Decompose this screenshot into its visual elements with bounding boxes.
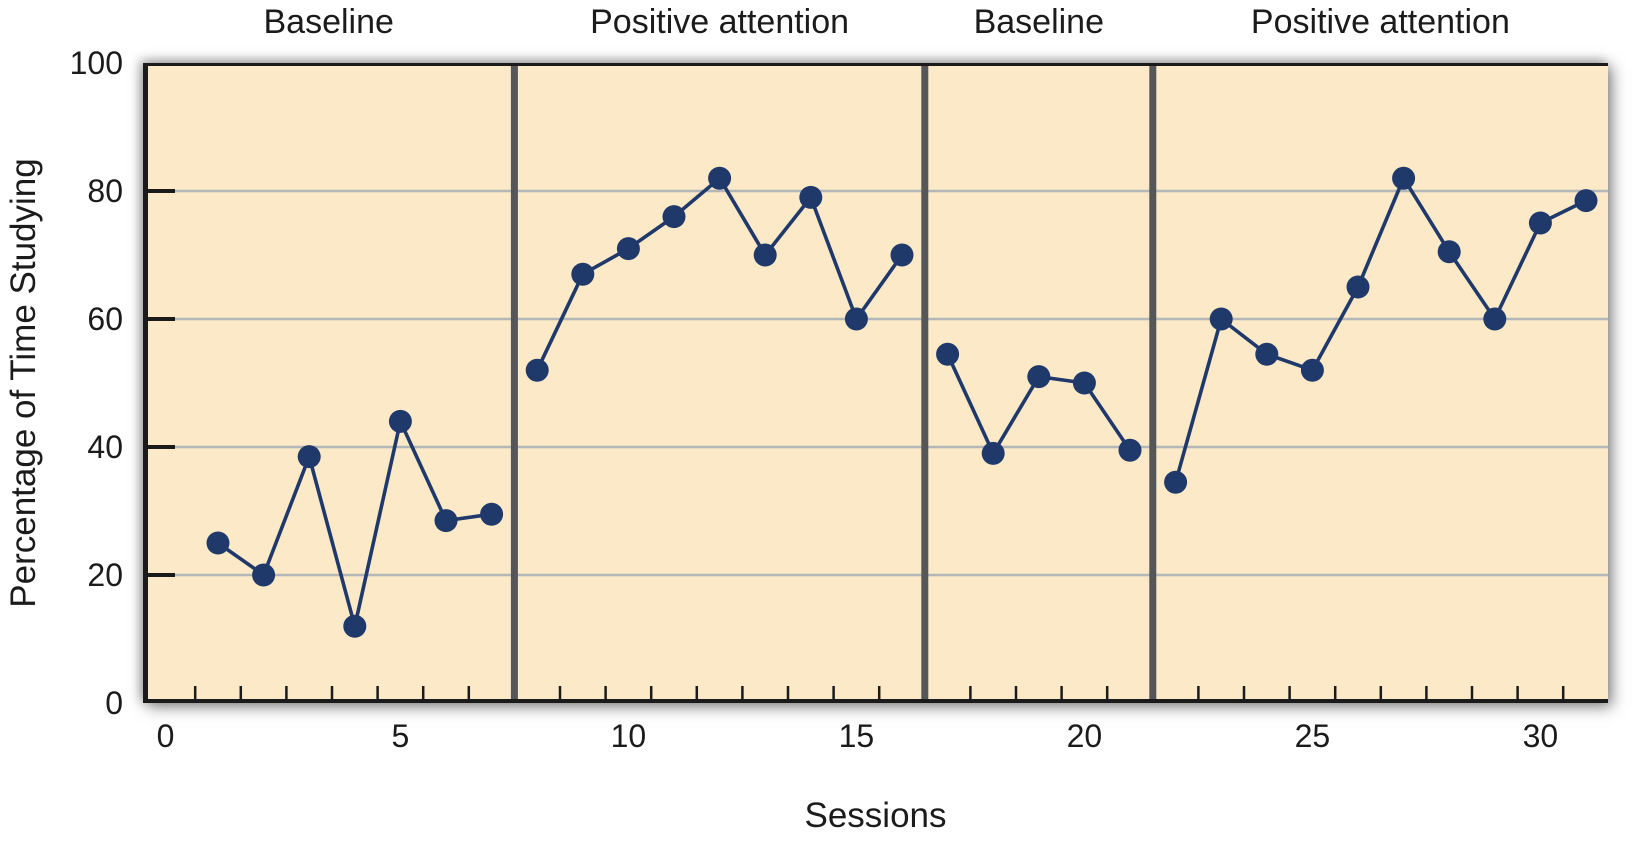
data-point-session-24 xyxy=(1255,342,1279,366)
data-point-session-22 xyxy=(1164,470,1188,494)
data-point-session-6 xyxy=(434,509,458,533)
data-point-session-19 xyxy=(1027,365,1051,389)
data-point-session-30 xyxy=(1528,211,1552,235)
data-point-session-21 xyxy=(1118,438,1142,462)
phase-label-2: Positive attention xyxy=(590,3,850,41)
y-tick-label-0: 0 xyxy=(105,685,123,721)
phase-label-4: Positive attention xyxy=(1250,3,1510,41)
data-point-session-9 xyxy=(571,262,595,286)
x-tick-label-0: 0 xyxy=(156,718,175,754)
data-point-session-5 xyxy=(388,409,412,433)
data-point-session-11 xyxy=(662,205,686,229)
data-point-session-12 xyxy=(708,166,732,190)
y-tick-label-60: 60 xyxy=(87,301,123,337)
data-point-session-14 xyxy=(799,185,823,209)
data-point-session-13 xyxy=(753,243,777,267)
phase-label-1: Baseline xyxy=(263,3,394,41)
y-tick-label-100: 100 xyxy=(69,45,123,81)
data-point-session-20 xyxy=(1072,371,1096,395)
x-tick-label-25: 25 xyxy=(1294,718,1331,754)
data-point-session-15 xyxy=(844,307,868,331)
data-point-session-31 xyxy=(1574,189,1598,213)
data-point-session-1 xyxy=(206,531,230,555)
x-tick-label-30: 30 xyxy=(1522,718,1559,754)
data-point-session-26 xyxy=(1346,275,1370,299)
data-point-session-2 xyxy=(252,563,276,587)
x-axis-title: Sessions xyxy=(804,796,947,835)
data-point-session-25 xyxy=(1300,358,1324,382)
data-point-session-8 xyxy=(525,358,549,382)
data-point-session-4 xyxy=(343,614,367,638)
data-point-session-18 xyxy=(981,441,1005,465)
data-point-session-16 xyxy=(890,243,914,267)
plot-area xyxy=(143,63,1608,703)
data-point-session-27 xyxy=(1392,166,1416,190)
series-line-phase-4 xyxy=(1173,176,1588,485)
y-axis-title: Percentage of Time Studying xyxy=(4,158,43,608)
data-point-session-10 xyxy=(616,237,640,261)
chart-canvas xyxy=(143,63,1608,703)
data-point-session-28 xyxy=(1437,240,1461,264)
phase-label-3: Baseline xyxy=(973,3,1104,41)
data-point-session-7 xyxy=(480,502,504,526)
data-point-session-23 xyxy=(1209,307,1233,331)
x-tick-label-15: 15 xyxy=(838,718,875,754)
data-point-session-17 xyxy=(936,342,960,366)
x-tick-label-5: 5 xyxy=(391,718,410,754)
data-point-session-29 xyxy=(1483,307,1507,331)
x-tick-label-10: 10 xyxy=(610,718,647,754)
y-tick-label-80: 80 xyxy=(87,173,123,209)
y-tick-label-20: 20 xyxy=(87,557,123,593)
y-tick-label-40: 40 xyxy=(87,429,123,465)
data-point-session-3 xyxy=(297,445,321,469)
x-tick-label-20: 20 xyxy=(1066,718,1103,754)
